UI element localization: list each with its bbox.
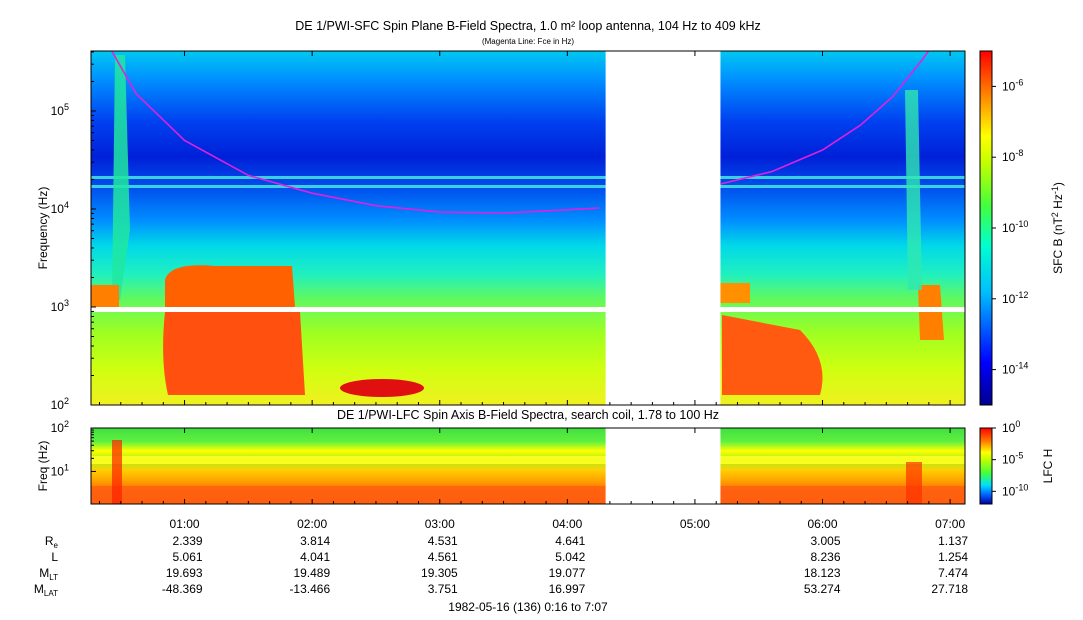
time-tick-label: 01:00 [170,517,200,531]
ephemeris-value: 19.305 [421,566,458,580]
time-tick-label: 03:00 [425,517,455,531]
lfc-data-gap [605,428,721,504]
ephemeris-value: 18.123 [804,566,841,580]
ephemeris-value: 2.339 [173,534,203,548]
colorbar-tick-label: 100 [1002,419,1020,435]
lfc-colorbar-ticks: 100 10-5 10-10 [992,419,1028,498]
ephemeris-value: 1.137 [938,534,968,548]
sfc-emission-patch [163,312,305,395]
spectrogram-title: DE 1/PWI-SFC Spin Plane B-Field Spectra,… [295,19,761,33]
ephemeris-value: 4.531 [428,534,458,548]
y-tick-label: 103 [51,298,69,314]
colorbar-tick-label: 10-8 [1002,148,1023,164]
sfc-emission-patch [340,379,424,397]
ephemeris-value: 19.489 [293,566,330,580]
y-tick-label: 104 [51,200,69,216]
sfc-colorbar-ticks: 10-6 10-8 10-10 10-12 10-14 [992,77,1028,377]
ephemeris-value: 16.997 [549,582,586,596]
ephemeris-value: -48.369 [162,582,203,596]
time-tick-label: 02:00 [297,517,327,531]
sfc-colorbar [979,50,993,406]
ephemeris-value: 4.641 [555,534,585,548]
sfc-emission-patch [714,283,750,303]
lfc-band [91,456,965,464]
sfc-band-gap [91,307,965,312]
y-tick-label: 102 [51,396,69,412]
lfc-emission [906,462,922,504]
time-tick-label: 04:00 [552,517,582,531]
colorbar-tick-label: 10-10 [1002,482,1028,498]
y-tick-label: 101 [51,462,69,478]
lfc-frame [90,427,966,505]
ephemeris-value: -13.466 [289,582,330,596]
colorbar-tick-label: 10-14 [1002,361,1028,377]
ephemeris-value: 3.005 [810,534,840,548]
sfc-emission-burst [905,90,922,290]
ephemeris-row-label: L [51,550,58,564]
ephemeris-value: 3.814 [300,534,330,548]
sfc-interference-line [91,176,965,179]
lfc-colorbar [979,427,993,505]
ephemeris-value: 19.693 [166,566,203,580]
lfc-band [91,486,965,504]
time-tick-label: 05:00 [680,517,710,531]
colorbar-tick-label: 10-12 [1002,290,1028,306]
fce-line [111,51,930,214]
time-range-footer: 1982-05-16 (136) 0:16 to 7:07 [448,600,608,614]
time-tick-label: 06:00 [808,517,838,531]
ephemeris-value: 53.274 [804,582,841,596]
ephemeris-value: 4.561 [428,550,458,564]
sfc-spectrogram [91,51,965,405]
ephemeris-value: 8.236 [810,550,840,564]
time-tick-label: 07:00 [935,517,965,531]
spectrogram-subtitle: (Magenta Line: Fce in Hz) [482,37,574,46]
lfc-y-axis: 101 102 [51,419,96,478]
colorbar-tick-label: 10-5 [1002,451,1023,467]
lfc-colorbar-label: LFC H [1041,449,1055,484]
sfc-frame [90,50,966,406]
time-axis: 01:00 02:00 03:00 04:00 05:00 06:00 07:00 [99,51,965,531]
sfc-emission-patch [918,285,944,340]
sfc-emission-burst [112,55,130,300]
sfc-colorbar-label: SFC B (nT2 Hz-1) [1050,182,1065,274]
sfc-y-label: Frequency (Hz) [36,187,50,270]
ephemeris-value: 27.718 [931,582,968,596]
ephemeris-value: 19.077 [549,566,586,580]
sfc-emission-patch [722,315,823,395]
ephemeris-row-label: Re [45,534,59,550]
y-tick-label: 105 [51,102,69,118]
lfc-title: DE 1/PWI-LFC Spin Axis B-Field Spectra, … [337,408,719,422]
lfc-y-label: Freq (Hz) [36,441,50,492]
ephemeris-row-label: MLAT [34,582,58,598]
ephemeris-value: 5.042 [555,550,585,564]
lfc-spectrogram [91,428,965,504]
sfc-emission-patch [91,285,119,307]
ephemeris-value: 7.474 [938,566,968,580]
ephemeris-value: 3.751 [428,582,458,596]
sfc-data-gap [605,51,721,405]
ephemeris-row-label: MLT [39,566,58,582]
sfc-interference-line [91,185,965,188]
ephemeris-value: 5.061 [173,550,203,564]
sfc-emission-patch [165,265,295,307]
colorbar-tick-label: 10-10 [1002,219,1028,235]
lfc-emission [112,440,122,504]
ephemeris-value: 4.041 [300,550,330,564]
colorbar-tick-label: 10-6 [1002,77,1023,93]
sfc-y-axis: 102 103 104 105 [51,51,96,412]
ephemeris-value: 1.254 [938,550,968,564]
ephemeris-table: Re 2.339 3.814 4.531 4.641 3.005 1.137 L 5.061 4.… [34,534,969,598]
y-tick-label: 102 [51,419,69,435]
